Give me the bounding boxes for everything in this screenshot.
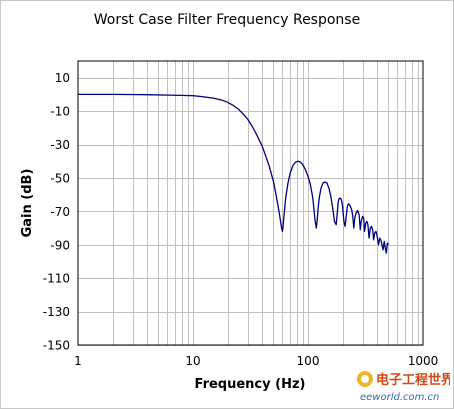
series-line: [78, 93, 389, 254]
y-axis-label: Gain (dB): [20, 169, 35, 238]
x-axis-label: Frequency (Hz): [195, 377, 306, 392]
plot-border: [77, 60, 424, 346]
y-tick-label: -10: [50, 105, 70, 119]
svg-text:电子工程世界: 电子工程世界: [376, 372, 450, 388]
y-tick-label: -50: [50, 171, 70, 185]
y-tick-label: -150: [43, 339, 70, 353]
x-tick-label: 1000: [408, 354, 439, 368]
x-tick-label: 100: [297, 354, 320, 368]
y-tick-label: -70: [50, 205, 70, 219]
svg-text:eeworld.com.cn: eeworld.com.cn: [360, 392, 439, 403]
chart-title: Worst Case Filter Frequency Response: [94, 12, 360, 28]
site-watermark-logo: 电子工程世界 eeworld.com.cn: [357, 371, 450, 403]
y-tick-label: 10: [55, 71, 70, 85]
y-tick-label: -90: [50, 238, 70, 252]
y-tick-label: -110: [43, 272, 70, 286]
plot-area: [78, 61, 423, 345]
x-tick-labels: 1 10 100 1000: [74, 354, 438, 368]
y-tick-label: -30: [50, 138, 70, 152]
x-tick-label: 1: [74, 354, 82, 368]
x-tick-label: 10: [185, 354, 200, 368]
y-tick-labels: 10 -10 -30 -50 -70 -90 -110 -130 -150: [43, 71, 70, 352]
y-tick-label: -130: [43, 305, 70, 319]
